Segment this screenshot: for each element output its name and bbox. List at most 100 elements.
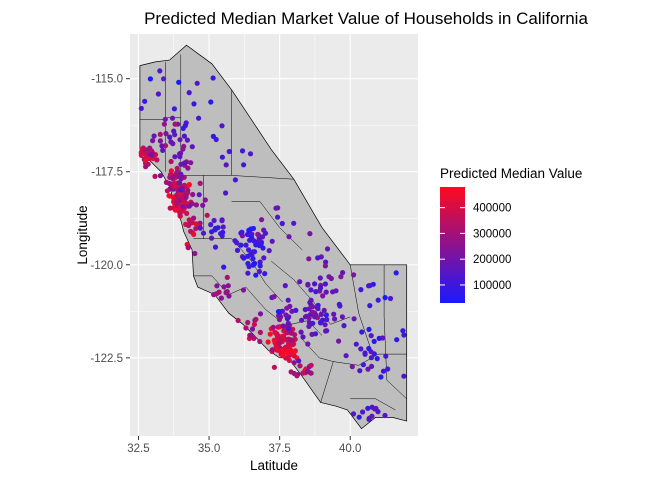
data-point [291,360,297,366]
data-point [302,314,309,320]
data-point [234,247,241,253]
data-point [252,260,258,267]
data-point [250,256,256,262]
data-point [306,323,312,329]
data-point [177,209,183,215]
data-point [401,373,407,379]
data-point [183,193,189,199]
data-point [183,221,189,227]
data-point [312,281,318,287]
data-point [286,234,292,240]
data-point [374,356,380,362]
county-border [271,260,294,280]
data-point [275,214,281,220]
data-point [283,312,289,318]
data-point [148,151,154,158]
data-point [393,270,399,276]
data-point [191,101,197,107]
data-point [218,295,224,301]
data-point [382,412,388,419]
legend-label: 400000 [473,203,511,215]
x-axis-title: Latitude [250,458,298,473]
data-point [172,121,178,127]
data-point [336,338,342,344]
data-point [280,323,286,329]
data-point [273,205,279,211]
data-point [385,366,391,372]
data-point [285,349,291,355]
data-point [291,220,297,226]
data-point [157,138,163,144]
data-point [368,355,374,361]
data-point [184,137,190,143]
data-point [294,373,300,379]
data-point [285,320,291,326]
data-point [247,151,254,157]
data-point [209,235,215,241]
legend-ticks: 400000 300000 200000 100000 [440,203,511,292]
data-point [138,152,144,158]
data-point [296,358,302,364]
data-point [190,191,196,198]
data-point [310,320,316,326]
data-point [246,227,252,233]
data-point [180,203,186,210]
state-outline [139,44,408,430]
data-point [213,136,219,143]
data-point [300,370,306,376]
data-point [279,220,285,227]
data-point [167,134,173,140]
data-point [186,203,192,209]
data-point [382,295,388,301]
data-point [324,316,330,323]
data-point [191,215,197,221]
county-border [350,398,396,411]
data-point [297,363,303,369]
data-point [244,231,251,238]
data-point [323,259,329,265]
data-point [174,201,180,207]
data-point [257,263,263,269]
data-point [257,338,263,345]
data-point [197,225,203,231]
data-point [245,260,251,267]
county-border [231,201,303,251]
data-point [224,274,230,280]
data-point [196,192,202,198]
y-tick-label: -120.0 [90,260,123,272]
data-point [216,289,222,295]
data-point [259,217,265,223]
data-point [241,162,247,168]
data-point [362,350,368,356]
data-point [373,405,379,412]
data-point [302,306,308,313]
data-point [257,259,263,265]
y-tick-label: -117.5 [91,167,123,179]
data-point [293,307,299,313]
data-point [305,281,311,287]
data-point [257,329,263,335]
data-point [366,345,372,352]
data-point [181,160,188,166]
data-points [138,68,407,422]
data-point [185,245,191,251]
data-point [365,366,371,372]
data-point [274,334,281,340]
data-point [326,274,332,280]
data-point [289,337,295,343]
data-point [280,334,286,340]
data-point [323,289,329,295]
data-point [359,329,365,335]
data-point [284,305,290,311]
county-border [383,264,407,399]
data-point [219,218,225,224]
data-point [169,115,176,121]
data-point [245,253,251,259]
data-point [341,323,347,329]
data-point [308,287,314,293]
data-point [253,316,259,322]
data-point [194,80,200,86]
data-point [266,248,272,254]
data-point [186,182,192,188]
data-point [176,180,183,186]
